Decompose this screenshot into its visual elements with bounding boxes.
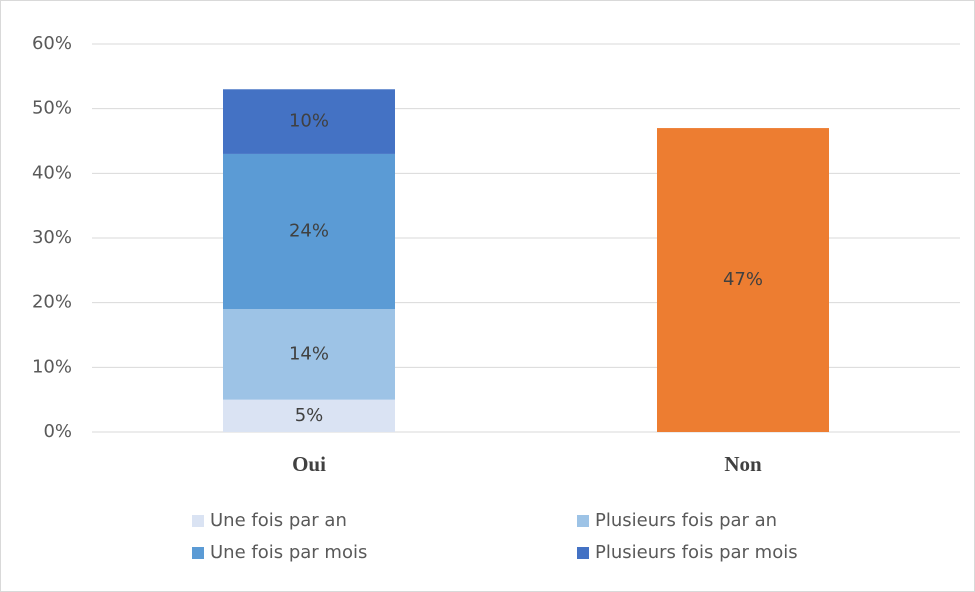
y-tick-label: 0% [43, 421, 72, 442]
y-tick-label: 50% [32, 98, 72, 119]
bar-segment [657, 128, 829, 433]
y-tick-label: 60% [32, 33, 72, 54]
y-tick-label: 30% [32, 227, 72, 248]
bar-segment [223, 153, 395, 310]
bar-segment [223, 309, 395, 400]
legend-label: Plusieurs fois par mois [595, 542, 798, 563]
legend-label: Une fois par mois [210, 542, 367, 563]
legend-swatch [577, 547, 589, 559]
x-tick-label: Oui [292, 452, 326, 476]
value-label: 5% [295, 405, 324, 426]
value-label: 10% [289, 111, 329, 132]
legend-swatch [577, 515, 589, 527]
legend-label: Plusieurs fois par an [595, 510, 777, 531]
x-tick-label: Non [724, 452, 762, 476]
y-tick-label: 20% [32, 292, 72, 313]
legend-swatch [192, 547, 204, 559]
legend-label: Une fois par an [210, 510, 347, 531]
legend-swatch [192, 515, 204, 527]
bar-segment [223, 399, 395, 432]
y-tick-label: 40% [32, 162, 72, 183]
value-label: 14% [289, 343, 329, 364]
y-tick-label: 10% [32, 356, 72, 377]
value-label: 47% [723, 269, 763, 290]
bar-segment [223, 89, 395, 154]
value-label: 24% [289, 221, 329, 242]
